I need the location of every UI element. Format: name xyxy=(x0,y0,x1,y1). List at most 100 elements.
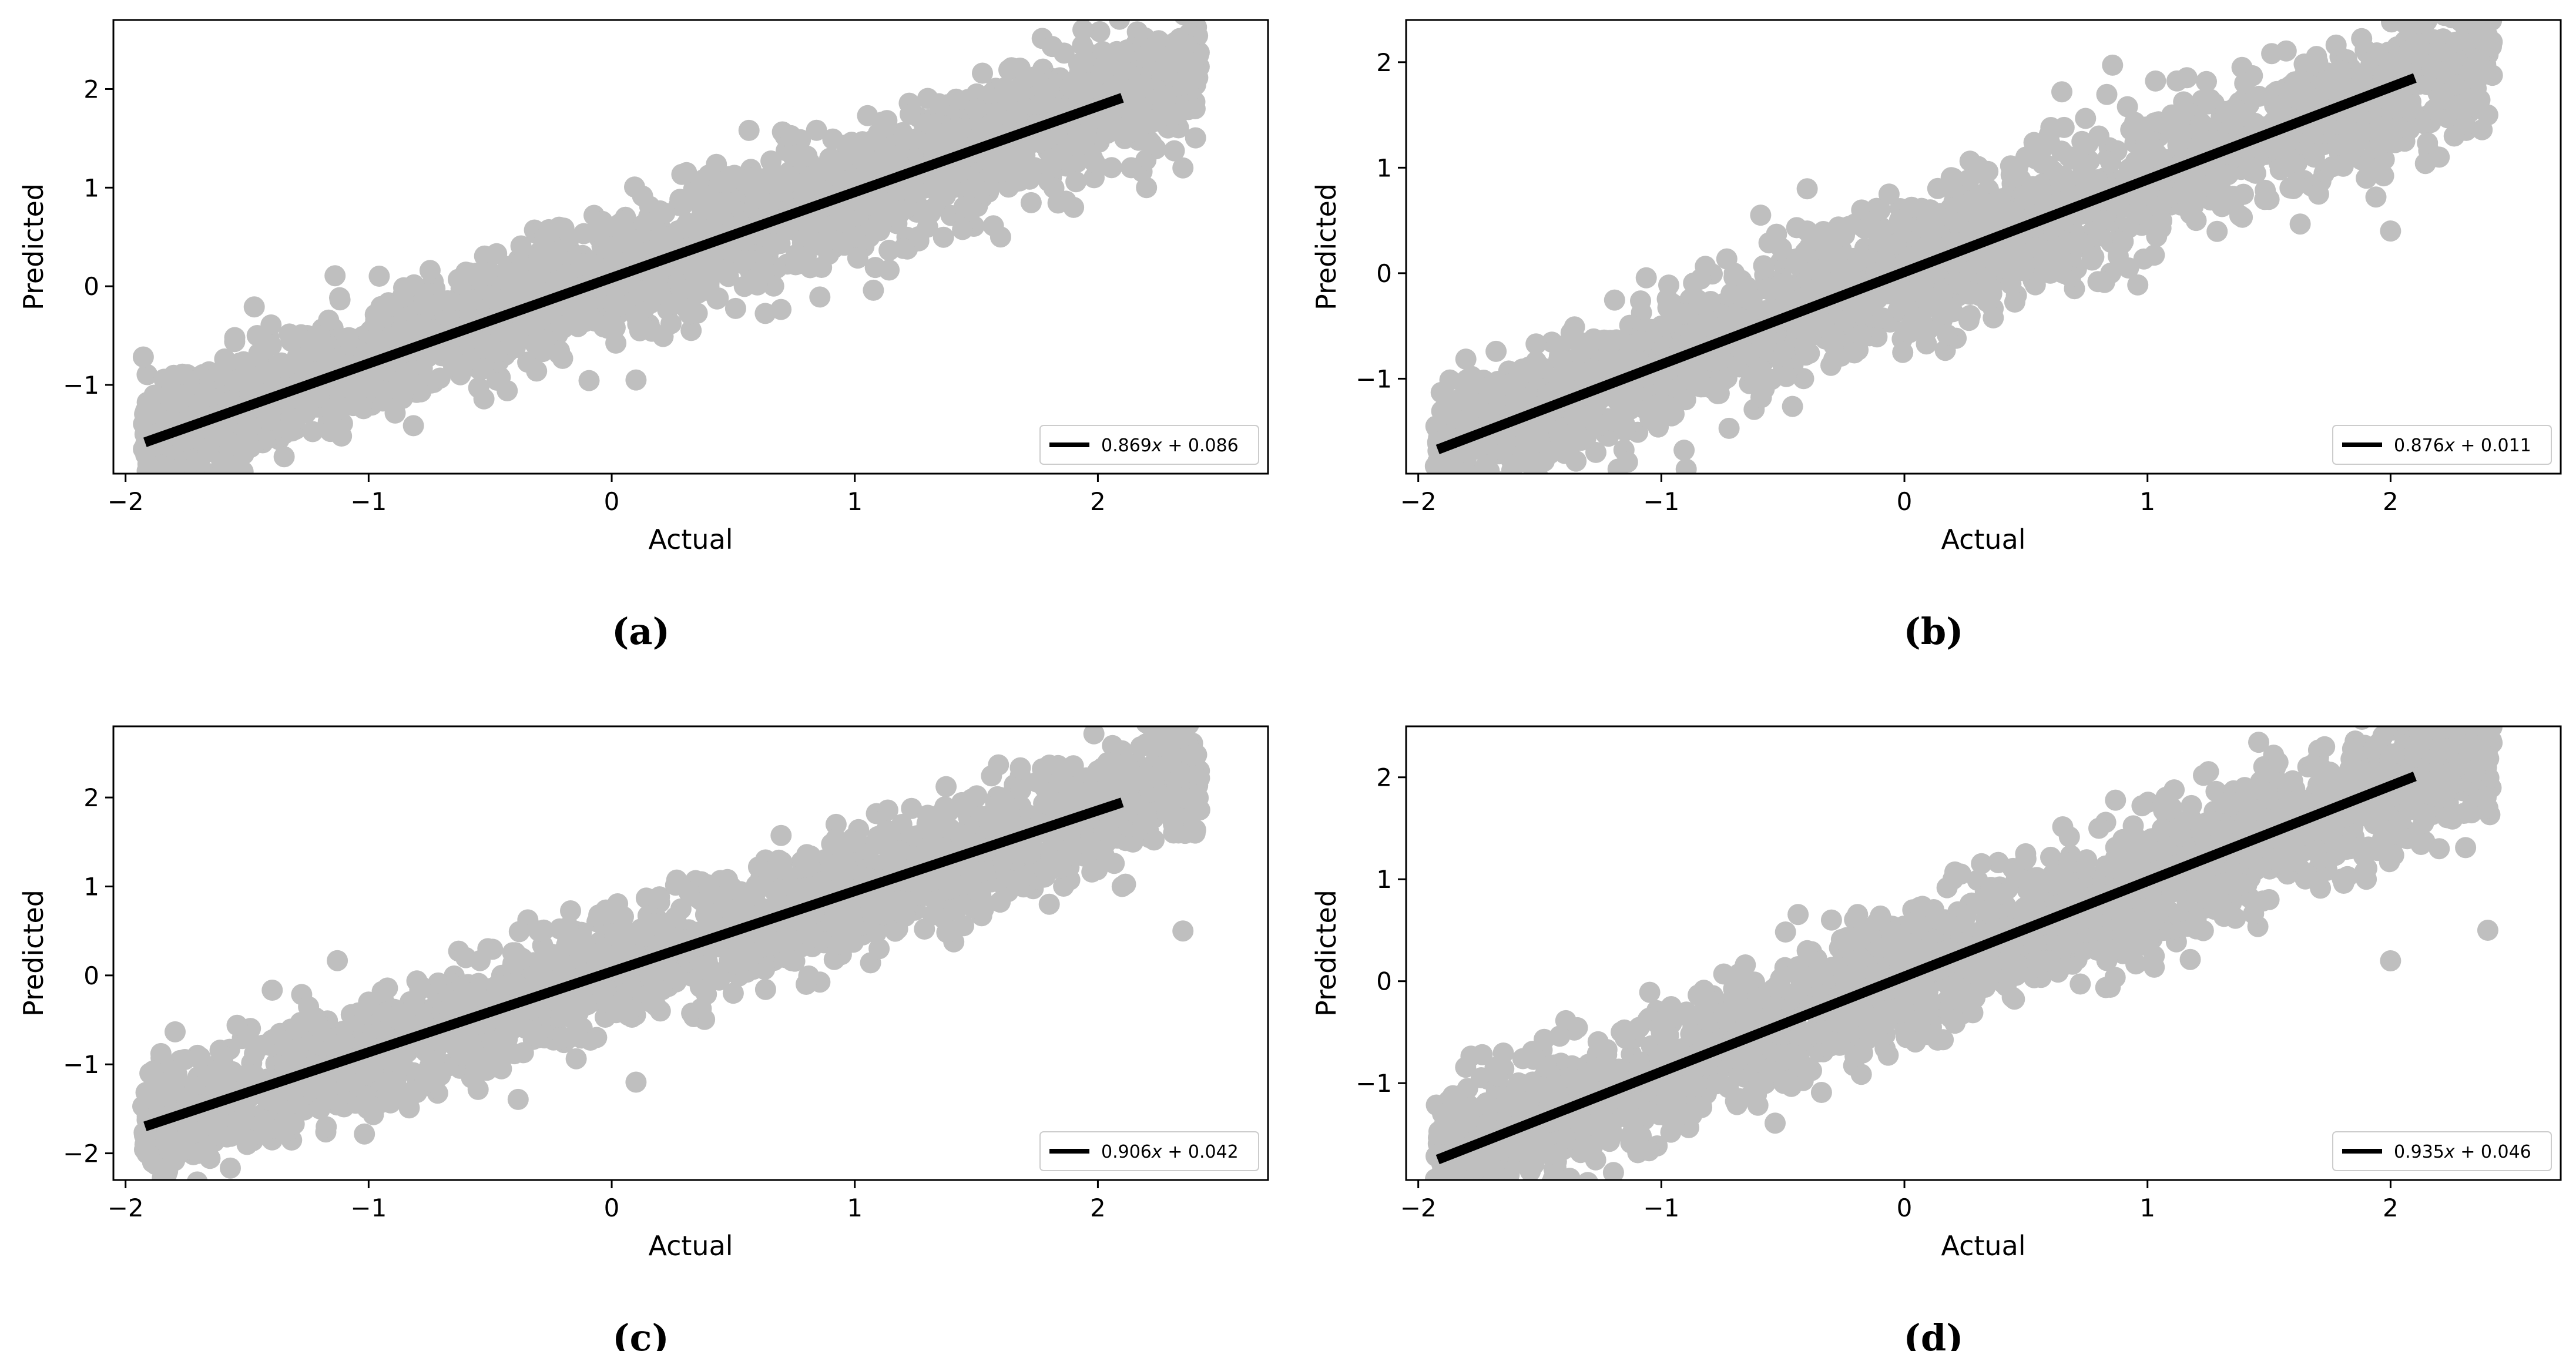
scatter-point xyxy=(1187,0,1208,19)
x-tick-label: 1 xyxy=(2139,487,2155,516)
scatter-point xyxy=(1425,415,1447,437)
scatter-point xyxy=(2481,65,2503,86)
scatter-point xyxy=(612,210,634,232)
scatter-point xyxy=(1894,294,1916,316)
legend-a: 0.869x + 0.086 xyxy=(1039,425,1259,465)
scatter-point xyxy=(1750,387,1772,408)
scatter-point xyxy=(825,813,847,835)
scatter-point xyxy=(2238,155,2259,176)
scatter-point xyxy=(1757,277,1779,299)
scatter-point xyxy=(1109,20,1131,30)
scatter-point xyxy=(698,276,720,297)
y-tick-label: 1 xyxy=(1376,153,1392,182)
scatter-point xyxy=(1736,276,1758,298)
scatter-point xyxy=(1529,413,1551,435)
scatter-point xyxy=(243,296,265,318)
scatter-point xyxy=(1065,171,1087,193)
scatter-point xyxy=(2429,146,2450,168)
scatter-point xyxy=(1048,149,1070,170)
scatter-point xyxy=(1803,281,1824,303)
scatter-point xyxy=(2454,0,2476,12)
scatter-point xyxy=(1184,98,1206,119)
legend-label: 0.869x + 0.086 xyxy=(1101,435,1239,456)
scatter-point xyxy=(285,408,307,430)
scatter-point xyxy=(2166,70,2188,92)
scatter-point xyxy=(1629,330,1651,351)
scatter-point xyxy=(1435,490,1457,511)
scatter-point xyxy=(893,237,914,259)
scatter-point xyxy=(479,334,501,356)
panel-caption-a: (a) xyxy=(612,610,670,653)
scatter-point xyxy=(1554,357,1575,379)
scatter-point xyxy=(982,157,1004,179)
scatter-point xyxy=(1718,417,1740,439)
scatter-point xyxy=(187,1171,208,1180)
scatter-point xyxy=(1101,157,1122,179)
scatter-point xyxy=(1053,876,1075,897)
x-tick-label: 0 xyxy=(604,487,620,516)
scatter-point xyxy=(2087,225,2109,247)
legend-box xyxy=(2332,425,2552,465)
scatter-point xyxy=(1008,79,1029,100)
scatter-point xyxy=(1869,199,1891,221)
scatter-point xyxy=(2051,140,2072,162)
scatter-point xyxy=(2277,153,2299,175)
scatter-point xyxy=(1757,340,1779,362)
scatter-point xyxy=(338,327,360,348)
scatter-point xyxy=(1084,167,1105,189)
scatter-point xyxy=(864,257,886,279)
scatter-point xyxy=(638,240,660,262)
scatter-point xyxy=(233,443,254,465)
scatter-point xyxy=(1560,322,1582,344)
scatter-point xyxy=(903,182,924,203)
scatter-point xyxy=(1527,464,1548,474)
scatter-point xyxy=(1125,85,1146,106)
scatter-point xyxy=(856,159,877,180)
scatter-point xyxy=(132,346,154,368)
scatter-point xyxy=(2317,78,2339,100)
scatter-point xyxy=(672,195,693,216)
scatter-point xyxy=(965,98,987,119)
scatter-point xyxy=(1455,474,1477,495)
scatter-point xyxy=(2146,226,2168,247)
scatter-point xyxy=(2015,146,2037,168)
scatter-point xyxy=(570,254,591,276)
scatter-point xyxy=(2421,58,2443,79)
scatter-point xyxy=(1093,56,1115,78)
scatter-point xyxy=(1009,170,1031,192)
scatter-point xyxy=(455,266,477,287)
scatter-point xyxy=(811,257,833,278)
scatter-point xyxy=(605,332,627,354)
scatter-point xyxy=(1435,499,1457,521)
scatter-point xyxy=(1121,157,1142,179)
scatter-point xyxy=(847,247,868,269)
x-axis-label: Actual xyxy=(1941,524,2025,555)
scatter-point xyxy=(950,118,972,139)
x-tick-label: 0 xyxy=(1897,487,1913,516)
scatter-point xyxy=(392,388,413,409)
scatter-point xyxy=(2386,118,2407,139)
scatter-point xyxy=(763,275,784,297)
scatter-point xyxy=(671,163,693,185)
scatter-point xyxy=(1803,313,1825,334)
scatter-point xyxy=(472,358,494,380)
scatter-point xyxy=(1818,247,1840,269)
y-tick-label: −1 xyxy=(63,371,99,400)
scatter-point xyxy=(1438,459,1460,474)
x-tick-label: −2 xyxy=(1400,487,1437,516)
scatter-point xyxy=(2000,155,2021,177)
scatter-point xyxy=(429,367,451,389)
scatter-point xyxy=(162,383,183,404)
scatter-point xyxy=(1690,268,1712,290)
scatter-point xyxy=(746,274,768,296)
scatter-point xyxy=(863,129,884,151)
scatter-point xyxy=(2075,108,2097,129)
scatter-point xyxy=(2217,164,2239,186)
scatter-point xyxy=(2161,104,2183,126)
scatter-point xyxy=(1750,205,1772,226)
scatter-point xyxy=(1485,340,1507,362)
scatter-point xyxy=(779,161,800,183)
scatter-point xyxy=(1046,123,1068,145)
scatter-point xyxy=(2445,31,2467,53)
scatter-point xyxy=(834,170,856,192)
